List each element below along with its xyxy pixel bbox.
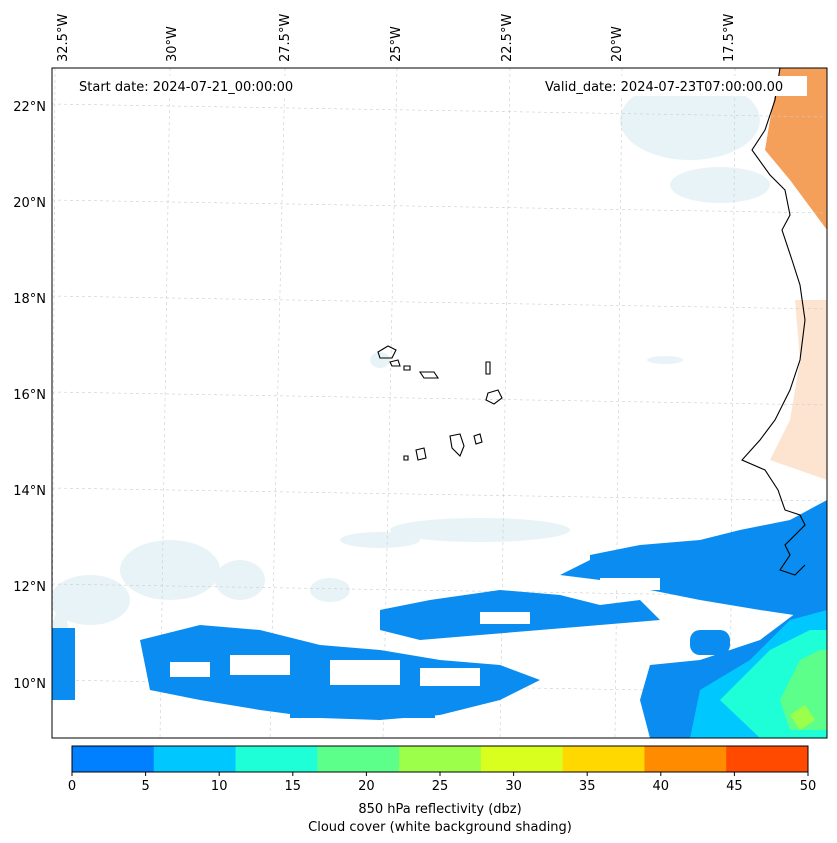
colorbar-segment [726,746,809,772]
radar-cluster-se-max [790,705,815,730]
lon-tick-label: 27.5°W [278,14,293,62]
radar-cell-bottom [290,700,435,718]
valid-date-label: Valid_date: 2024-07-23T07:00:00.00 [545,80,783,95]
lat-tick-label: 12°N [13,580,46,595]
colorbar-tick-label: 40 [653,779,670,794]
valid-date-box [540,76,807,96]
colorbar-tick-label: 35 [579,779,596,794]
latitude-labels: 22°N 20°N 18°N 16°N 14°N 12°N 10°N [13,100,46,692]
radar-cluster-se-peak [780,650,827,730]
land-shading [765,68,827,230]
colorbar-tick-label: 20 [358,779,375,794]
start-date-label: Start date: 2024-07-21_00:00:00 [79,80,293,95]
colorbar [71,745,809,773]
lon-tick-label: 17.5°W [722,14,737,62]
colorbar-tick-label: 0 [68,779,76,794]
colorbar-tick-label: 5 [141,779,149,794]
radar-cell-east [690,630,730,655]
coastline-africa [741,68,806,576]
radar-band-south-west [52,628,75,700]
colorbar-ticks: 0 5 10 15 20 25 30 35 40 45 50 [68,772,816,794]
colorbar-segment [644,746,727,772]
longitude-labels: 32.5°W 30°W 27.5°W 25°W 22.5°W 20°W 17.5… [56,14,737,62]
lat-tick-label: 16°N [13,388,46,403]
colorbar-tick-label: 45 [726,779,743,794]
lat-tick-label: 10°N [13,677,46,692]
lat-tick-label: 22°N [13,100,46,115]
radar-gaps [170,578,660,686]
colorbar-sublabel: Cloud cover (white background shading) [308,820,572,835]
lat-tick-label: 20°N [13,196,46,211]
colorbar-segment [317,746,400,772]
colorbar-segment [480,746,564,772]
map-frame [51,67,828,739]
colorbar-tick-label: 10 [211,779,228,794]
lon-tick-label: 25°W [389,26,404,62]
lon-tick-label: 20°W [610,26,625,62]
land-shading-faint [770,300,827,480]
colorbar-segment [153,746,237,772]
start-date-box [72,76,310,96]
colorbar-segment [235,746,318,772]
colorbar-label: 850 hPa reflectivity (dbz) [358,802,521,817]
colorbar-tick-label: 50 [800,779,817,794]
colorbar-segment [72,746,155,772]
colorbar-segment [399,746,482,772]
lon-tick-label: 30°W [165,26,180,62]
lat-tick-label: 14°N [13,484,46,499]
lat-tick-label: 18°N [13,292,46,307]
colorbar-tick-label: 30 [505,779,522,794]
colorbar-tick-label: 15 [285,779,302,794]
lon-tick-label: 32.5°W [56,14,71,62]
colorbar-segment [562,746,645,772]
colorbar-tick-label: 25 [432,779,449,794]
radar-band-north [560,500,827,620]
cape-verde-islands [377,345,503,461]
lon-tick-label: 22.5°W [500,14,515,62]
